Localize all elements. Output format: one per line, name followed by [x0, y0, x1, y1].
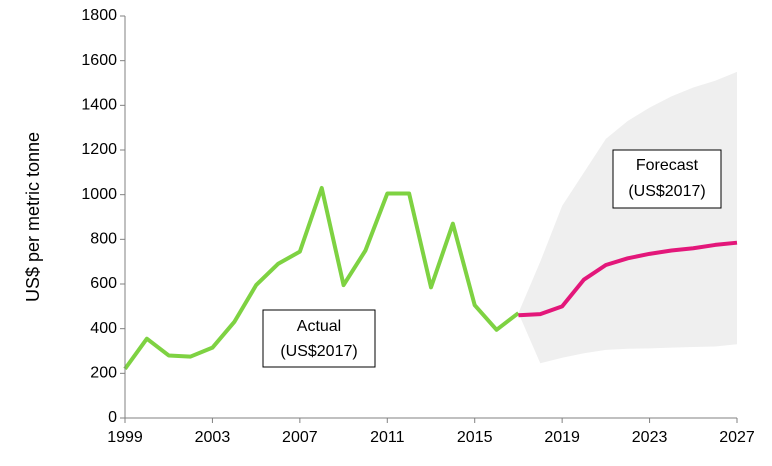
y-tick-label: 600: [90, 275, 117, 292]
x-tick-label: 1999: [107, 429, 143, 446]
y-tick-label: 1000: [81, 186, 117, 203]
y-tick-label: 200: [90, 365, 117, 382]
x-tick-label: 2027: [719, 429, 755, 446]
x-tick-label: 2007: [282, 429, 318, 446]
x-tick-label: 2003: [195, 429, 231, 446]
y-tick-label: 0: [108, 409, 117, 426]
annotation-box: [262, 309, 376, 368]
annotation-text: Actual: [297, 318, 341, 335]
annotation-text: (US$2017): [280, 343, 357, 360]
forecast-range: [518, 71, 737, 364]
y-tick-label: 800: [90, 231, 117, 248]
x-tick-label: 2015: [457, 429, 493, 446]
x-tick-label: 2011: [370, 429, 405, 446]
y-tick-label: 1800: [81, 7, 117, 24]
y-axis-label: US$ per metric tonne: [23, 132, 43, 302]
x-tick-label: 2023: [632, 429, 668, 446]
y-tick-label: 1200: [81, 141, 117, 158]
annotation-box: [612, 149, 722, 209]
annotation-text: (US$2017): [628, 183, 705, 200]
line-series: [518, 240, 738, 318]
annotation-text: Forecast: [636, 157, 699, 174]
annotation-forecast: Forecast (US$2017): [612, 149, 722, 209]
line-series: [123, 185, 520, 371]
y-tick-label: 1600: [81, 52, 117, 69]
annotation-actual: Actual (US$2017): [262, 309, 376, 368]
y-tick-label: 400: [90, 320, 117, 337]
y-tick-label: 1400: [81, 97, 117, 114]
x-tick-label: 2019: [544, 429, 580, 446]
